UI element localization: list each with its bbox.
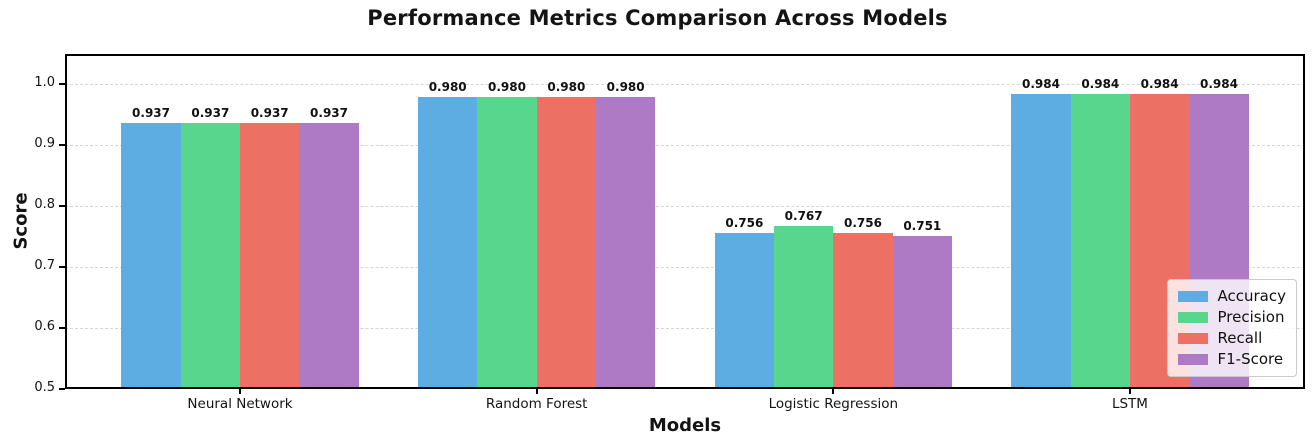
legend-item: Recall [1177, 328, 1286, 349]
bar-value-label: 0.980 [488, 79, 526, 94]
x-tick-mark [1128, 389, 1131, 394]
bar-random-forest-f1-score [596, 96, 656, 389]
y-tick-mark [59, 83, 65, 86]
bar-random-forest-precision [477, 96, 537, 389]
y-tick-mark [59, 205, 65, 208]
legend-item: Precision [1177, 307, 1286, 328]
bar-random-forest-accuracy [418, 96, 478, 389]
legend-item: Accuracy [1177, 286, 1286, 307]
legend-swatch-precision [1177, 312, 1208, 323]
gridline [65, 206, 1305, 208]
bar-value-label: 0.756 [725, 216, 764, 231]
legend-swatch-accuracy [1177, 291, 1208, 302]
bar-value-label: 0.767 [784, 209, 823, 224]
bar-value-label: 0.980 [547, 79, 586, 94]
bar-value-label: 0.756 [844, 216, 882, 231]
y-tick-label: 0.8 [34, 197, 55, 213]
y-tick-mark [59, 144, 65, 147]
y-tick-label: 0.7 [34, 258, 55, 274]
legend-swatch-f1-score [1177, 354, 1208, 365]
bar-neural-network-f1-score [299, 122, 359, 389]
bar-random-forest-recall [536, 96, 596, 389]
x-tick-label: LSTM [1111, 396, 1148, 412]
y-tick-mark [59, 388, 65, 390]
bar-lstm-precision [1070, 94, 1130, 389]
x-axis-label: Models [648, 415, 722, 436]
legend-label: Recall [1217, 329, 1263, 347]
gridline [65, 84, 1305, 86]
bar-value-label: 0.751 [903, 219, 942, 234]
bar-value-label: 0.980 [428, 79, 467, 94]
bar-value-label: 0.937 [310, 105, 348, 120]
x-tick-mark [832, 389, 835, 394]
x-tick-mark [535, 389, 538, 394]
x-tick-mark [239, 389, 242, 394]
bar-value-label: 0.937 [132, 105, 170, 120]
bar-logistic-regression-accuracy [714, 233, 774, 389]
legend-swatch-recall [1177, 333, 1208, 344]
bar-logistic-regression-f1-score [892, 236, 952, 389]
bar-neural-network-recall [240, 122, 300, 389]
legend: Accuracy Precision Recall F1-Score [1166, 279, 1297, 377]
bar-value-label: 0.984 [1081, 77, 1120, 92]
bar-value-label: 0.937 [250, 105, 289, 120]
y-tick-mark [59, 266, 65, 269]
bar-neural-network-accuracy [121, 122, 181, 389]
y-tick-label: 0.9 [34, 136, 55, 152]
bar-logistic-regression-precision [773, 226, 834, 389]
bar-value-label: 0.980 [606, 79, 645, 94]
y-tick-mark [59, 327, 65, 330]
bar-value-label: 0.937 [191, 105, 230, 120]
x-tick-label: Neural Network [187, 396, 293, 412]
plot-area: Accuracy Precision Recall F1-Score 0.937 0.9… [65, 54, 1305, 389]
x-tick-label: Random Forest [485, 396, 588, 412]
x-tick-label: Logistic Regression [768, 396, 899, 412]
y-tick-label: 1.0 [34, 75, 55, 91]
y-tick-label: 0.6 [34, 319, 55, 335]
y-tick-label: 0.5 [34, 380, 55, 395]
gridline [65, 267, 1305, 269]
legend-item: F1-Score [1177, 349, 1286, 370]
gridline [65, 145, 1305, 147]
legend-label: Accuracy [1217, 287, 1286, 305]
gridline [65, 328, 1305, 330]
chart-title: Performance Metrics Comparison Across Mo… [367, 6, 948, 30]
bar-neural-network-precision [180, 122, 241, 389]
legend-label: F1-Score [1217, 350, 1284, 368]
bar-value-label: 0.984 [1021, 77, 1060, 92]
bar-lstm-accuracy [1011, 94, 1071, 389]
bar-logistic-regression-recall [833, 233, 893, 389]
bar-value-label: 0.984 [1199, 77, 1238, 92]
legend-label: Precision [1217, 308, 1285, 326]
bar-value-label: 0.984 [1140, 77, 1179, 92]
